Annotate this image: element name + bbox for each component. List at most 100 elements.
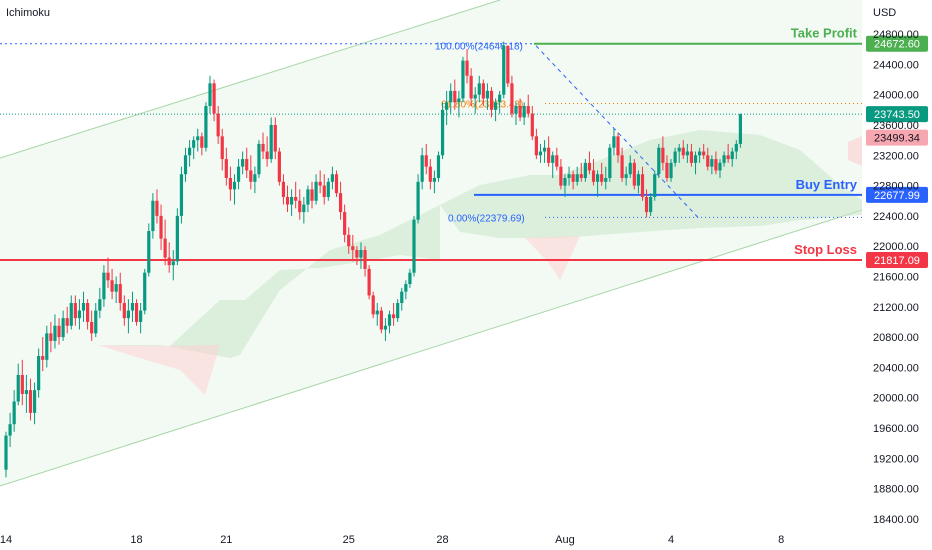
candle-body bbox=[440, 109, 445, 156]
candle bbox=[277, 147, 281, 186]
candle bbox=[253, 166, 257, 194]
candle bbox=[702, 143, 706, 160]
fib-label-2: 0.00%(22379.69) bbox=[448, 213, 525, 224]
candle bbox=[453, 79, 457, 110]
candle-body bbox=[245, 159, 249, 171]
candle-body bbox=[718, 162, 722, 171]
candle-body bbox=[334, 174, 339, 194]
candle bbox=[192, 136, 196, 160]
candle-body bbox=[624, 174, 628, 179]
candle-body bbox=[290, 196, 294, 205]
currency-label: USD bbox=[873, 7, 896, 19]
candle-body bbox=[4, 435, 8, 470]
candle bbox=[563, 174, 567, 197]
y-tick-label: 24400.00 bbox=[873, 59, 919, 71]
candle bbox=[661, 136, 665, 171]
candle-body bbox=[514, 106, 518, 114]
candle-body bbox=[628, 162, 632, 175]
candle-body bbox=[420, 155, 424, 182]
candle-body bbox=[151, 200, 155, 232]
candle bbox=[681, 140, 685, 160]
candle-body bbox=[347, 234, 351, 247]
candle-body bbox=[665, 162, 669, 179]
candle-body bbox=[57, 325, 61, 338]
cloud-red-1 bbox=[98, 345, 220, 395]
cloud-red-3 bbox=[848, 136, 862, 166]
candle-body bbox=[171, 261, 175, 266]
candle bbox=[310, 181, 314, 209]
candle bbox=[424, 143, 428, 175]
candle-body bbox=[689, 151, 694, 163]
candle bbox=[693, 151, 698, 175]
candle bbox=[151, 193, 155, 239]
candle-body bbox=[351, 246, 355, 250]
candle-body bbox=[28, 390, 33, 413]
candle bbox=[326, 178, 330, 201]
candle-body bbox=[81, 303, 86, 311]
candle-body bbox=[636, 174, 640, 186]
candle-body bbox=[277, 151, 281, 182]
candle-body bbox=[608, 147, 612, 179]
candle-body bbox=[416, 181, 420, 220]
y-tick-label: 19600.00 bbox=[873, 423, 919, 435]
candle bbox=[640, 166, 645, 201]
candle-body bbox=[273, 124, 277, 152]
candle bbox=[649, 193, 653, 216]
candle-body bbox=[302, 204, 306, 213]
candle-body bbox=[236, 166, 241, 182]
candle-body bbox=[98, 299, 102, 311]
candle-body bbox=[20, 374, 24, 394]
candle-body bbox=[220, 136, 224, 160]
candle-body bbox=[204, 106, 208, 148]
candle-body bbox=[106, 272, 110, 281]
candle-body bbox=[310, 189, 314, 201]
candle-body bbox=[90, 321, 94, 334]
candle bbox=[706, 147, 710, 171]
candle bbox=[86, 299, 90, 330]
candle bbox=[575, 166, 579, 186]
candle-body bbox=[212, 83, 216, 114]
candle bbox=[347, 227, 351, 254]
candle-body bbox=[726, 155, 730, 160]
candle-body bbox=[200, 136, 204, 148]
candle-body bbox=[61, 318, 65, 338]
candle bbox=[600, 162, 604, 186]
candle-body bbox=[579, 174, 583, 179]
candle-body bbox=[326, 181, 330, 197]
candle-body bbox=[542, 147, 547, 152]
candle bbox=[285, 185, 290, 213]
candle-body bbox=[86, 303, 90, 322]
candle bbox=[518, 98, 522, 122]
candle bbox=[440, 102, 445, 160]
candle-body bbox=[612, 136, 616, 148]
y-tick-label: 24800.00 bbox=[873, 29, 919, 41]
candle bbox=[677, 143, 681, 163]
candle bbox=[98, 287, 102, 319]
candle bbox=[604, 166, 608, 190]
candle-body bbox=[179, 174, 184, 216]
candle-body bbox=[526, 106, 530, 114]
candle bbox=[514, 102, 518, 125]
candle bbox=[32, 382, 37, 425]
candle bbox=[159, 204, 163, 250]
candle-body bbox=[261, 143, 265, 152]
candle bbox=[542, 140, 547, 163]
candle-body bbox=[583, 162, 587, 179]
candle bbox=[37, 348, 41, 398]
candle bbox=[330, 166, 334, 190]
candle-body bbox=[432, 178, 436, 182]
candle bbox=[379, 306, 383, 334]
candle bbox=[183, 147, 188, 182]
candle-body bbox=[485, 90, 490, 99]
candle-body bbox=[551, 155, 555, 163]
candle-body bbox=[730, 151, 734, 160]
candle-body bbox=[379, 310, 383, 330]
candle-body bbox=[424, 155, 428, 167]
y-tick-label: 22400.00 bbox=[873, 211, 919, 223]
candle-body bbox=[175, 215, 179, 262]
candle bbox=[665, 155, 669, 182]
candle bbox=[416, 174, 420, 224]
candle-body bbox=[457, 98, 461, 103]
